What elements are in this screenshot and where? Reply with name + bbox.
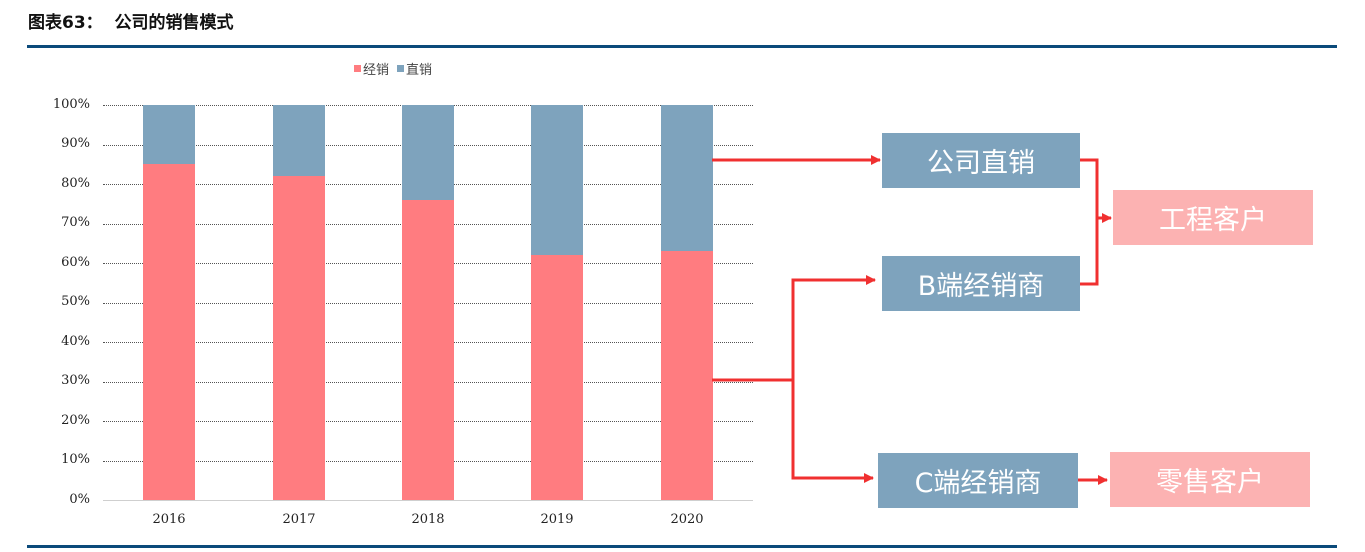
bar-segment-distribution — [143, 164, 195, 500]
x-tick: 2018 — [411, 512, 445, 527]
bar-segment-distribution — [273, 176, 325, 500]
y-tick: 100% — [52, 97, 90, 112]
y-tick: 60% — [61, 255, 90, 270]
y-tick: 0% — [69, 492, 90, 507]
x-axis-line — [103, 500, 753, 501]
x-tick: 2016 — [152, 512, 186, 527]
bar-2018 — [402, 105, 454, 500]
legend-swatch-distribution — [354, 65, 361, 72]
title-divider — [27, 45, 1337, 48]
direct-sales-box: 公司直销 — [882, 133, 1080, 188]
legend-label-direct: 直销 — [406, 63, 433, 78]
y-tick: 20% — [61, 413, 90, 428]
y-tick: 30% — [61, 373, 90, 388]
y-tick: 10% — [61, 452, 90, 467]
bottom-divider — [27, 545, 1337, 548]
engineering-customers-box: 工程客户 — [1113, 190, 1313, 245]
bar-segment-direct — [402, 105, 454, 200]
bar-segment-distribution — [531, 255, 583, 500]
legend-item-direct: 直销 — [397, 59, 432, 78]
chart-legend: 经销 直销 — [354, 59, 432, 78]
b-distributor-box: B端经销商 — [882, 256, 1080, 311]
x-tick: 2017 — [282, 512, 316, 527]
retail-customers-box: 零售客户 — [1110, 452, 1310, 507]
x-tick: 2020 — [670, 512, 704, 527]
arrow-to-c-distributor — [791, 380, 874, 483]
legend-label-distribution: 经销 — [363, 63, 390, 78]
bracket-to-engineering — [1080, 158, 1099, 286]
x-tick: 2019 — [540, 512, 574, 527]
legend-item-distribution: 经销 — [354, 59, 389, 78]
plot-area — [103, 105, 753, 501]
arrow-to-b-distributor — [791, 275, 876, 380]
c-distributor-box: C端经销商 — [878, 453, 1078, 508]
figure-title: 图表63： 公司的销售模式 — [28, 13, 234, 33]
bar-2019 — [531, 105, 583, 500]
bar-segment-direct — [531, 105, 583, 256]
bar-2020 — [661, 105, 713, 500]
bar-segment-direct — [143, 105, 195, 165]
bar-2016 — [143, 105, 195, 500]
y-tick: 40% — [61, 334, 90, 349]
y-tick: 90% — [61, 136, 90, 151]
bar-2017 — [273, 105, 325, 500]
y-tick: 50% — [61, 294, 90, 309]
y-tick: 80% — [61, 176, 90, 191]
bar-segment-distribution — [402, 199, 454, 500]
bar-segment-distribution — [661, 251, 713, 500]
bar-segment-direct — [273, 105, 325, 177]
bar-segment-direct — [661, 105, 713, 252]
legend-swatch-direct — [397, 65, 405, 72]
y-tick: 70% — [61, 215, 90, 230]
